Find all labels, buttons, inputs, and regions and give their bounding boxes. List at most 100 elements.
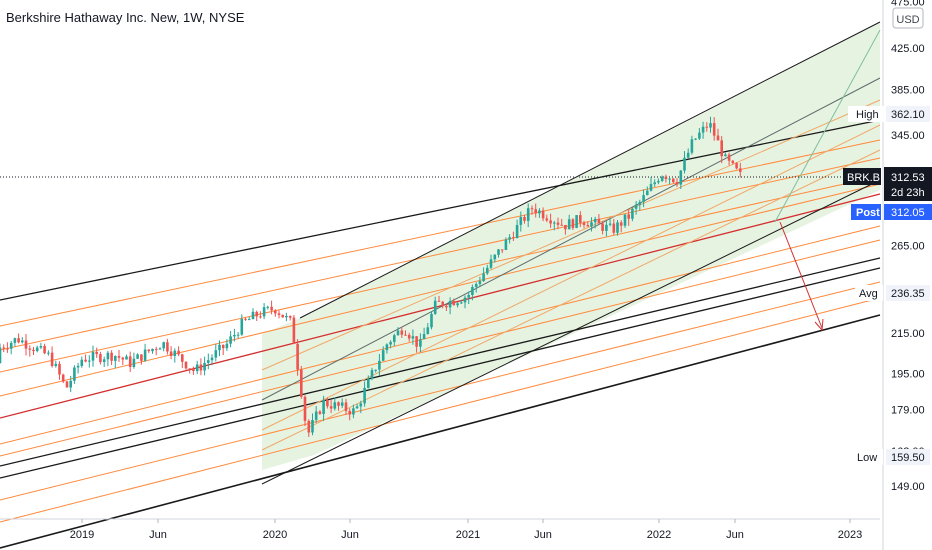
low-value-box [886,449,930,465]
candle-body [192,369,195,371]
candle-body [564,225,567,230]
price-axis[interactable]: 149.00162.00179.00195.00215.00265.00345.… [882,0,925,550]
candle-body [430,313,433,328]
candle-body [720,140,723,157]
candle-body [154,348,158,350]
candle-body [549,220,552,224]
channel-line-black [0,314,881,549]
candle-body [181,354,184,362]
candle-body [530,208,534,210]
candle-body [731,160,735,164]
high-value: 362.10 [891,109,925,121]
time-axis[interactable]: 2019 Jun 2020 Jun 2021 Jun 2022 Jun 2023 [0,518,880,541]
candle-body [672,178,675,183]
time-tick-label: 2019 [70,529,94,541]
avg-value-box [886,285,930,301]
candle-body [705,126,709,128]
candle-body [110,352,113,361]
candle-body [274,310,277,314]
candle-body [419,339,422,347]
candle-body [724,154,727,157]
candle-body [229,336,232,344]
last-price-box [884,167,932,201]
time-tick-label: 2021 [456,529,480,541]
channel-line-red [0,193,881,419]
candle-body [441,301,444,307]
channel-line-orange [0,139,881,327]
candle-body [2,347,5,349]
channel-line-black [0,119,881,301]
candle-body [95,352,98,355]
candle-body [735,163,738,169]
candle-body [619,222,623,226]
candle-body [504,239,508,250]
candle-body [582,222,586,225]
high-label-box [848,106,884,122]
candle-body [512,237,515,239]
candle-body [686,152,690,158]
low-label-box [851,449,883,465]
candle-body [329,406,333,409]
currency-badge[interactable]: USD [892,7,924,29]
time-tick-label: Jun [149,529,167,541]
candle-body [266,306,270,308]
candle-body [538,210,541,214]
price-tick-label: 195.00 [891,369,925,381]
time-tick-label: Jun [534,529,552,541]
candle-body [69,380,72,388]
post-value-box [884,204,932,220]
candle-body [61,374,65,382]
candle-body [675,182,679,185]
last-price-value: 312.53 [891,172,925,184]
channel-line-orange [0,225,881,445]
candle-body [523,217,526,221]
candle-body [151,348,154,352]
candle-body [556,222,560,225]
post-value: 312.05 [891,207,925,219]
candle-body [378,360,381,370]
candle-body [646,190,649,196]
channel-line-black [0,257,881,467]
pitchfork-drawing[interactable] [262,22,880,470]
candle-body [136,354,139,359]
high-label: High [856,109,879,121]
candle-body [508,237,511,240]
candle-body [43,346,46,354]
candle-body [102,359,106,362]
candle-body [500,249,504,251]
candle-body [195,364,199,372]
price-tick-label: 215.00 [891,328,925,340]
post-label: Post [856,207,880,219]
candle-body [99,354,102,363]
candle-body [437,300,441,302]
candle-body [255,311,258,317]
low-marker: Low 159.50 [851,449,930,465]
candle-body [352,408,355,415]
candle-body [519,217,523,225]
avg-value: 236.35 [891,288,925,300]
pitchfork-median-line [261,77,881,401]
candle-body [653,182,656,185]
candle-body [214,350,218,358]
candle-body [225,343,229,349]
candle-body [340,402,344,406]
price-tick-label: 385.00 [891,84,925,96]
candle-body [6,348,9,350]
candle-body [642,195,645,202]
high-marker: High 362.10 [848,106,930,122]
candle-body [247,319,251,321]
pitchfork-upper-line [299,21,881,319]
candle-body [143,349,147,361]
candle-body [203,362,206,371]
candle-body [474,284,478,287]
trend-lines[interactable] [0,21,881,549]
price-tick-label: 425.00 [891,43,925,55]
price-tick-label: 475.00 [891,0,925,9]
candle-body [526,208,530,221]
candle-body [21,340,24,343]
candle-body [277,313,281,315]
post-label-box [851,204,881,220]
pitchfork-fill [262,22,880,470]
